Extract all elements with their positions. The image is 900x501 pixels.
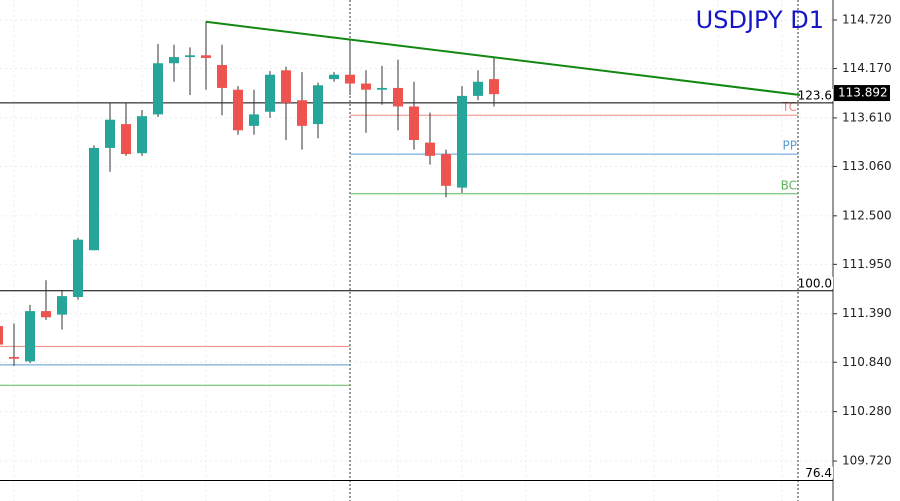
candle-body <box>281 70 291 103</box>
candle-body <box>489 79 499 95</box>
candle-body <box>121 124 131 155</box>
y-tick-label: 112.500 <box>842 208 892 222</box>
fib-label: 123.6 <box>798 88 832 102</box>
candle-body <box>377 87 387 90</box>
candle-body <box>217 65 227 88</box>
plot: 114.720 114.170 113.610 113.060 112.500 111.9… <box>0 13 892 481</box>
candle-body <box>345 74 355 84</box>
candle-body <box>473 81 483 96</box>
fib-label-bg <box>800 276 833 289</box>
candle-body <box>249 114 259 126</box>
current-price-box <box>834 85 890 102</box>
fib-label-bg <box>800 88 833 101</box>
fib-label: 100.0 <box>798 276 832 290</box>
candle-body <box>185 55 195 58</box>
candle-body <box>265 74 275 112</box>
candle-body <box>425 142 435 156</box>
candle-body <box>25 311 35 362</box>
candle-body <box>393 87 403 107</box>
candle-body <box>201 55 211 58</box>
trend-line <box>205 20 801 96</box>
candle-body <box>361 83 371 90</box>
pivot-label: BC <box>781 178 797 192</box>
y-tick-label: 114.170 <box>842 61 892 75</box>
y-tick-label: 111.390 <box>842 306 892 320</box>
y-tick-label: 113.610 <box>842 110 892 124</box>
candle-body <box>313 85 323 125</box>
pivot-label: PP <box>783 139 797 153</box>
pivot-label: TC <box>781 100 797 114</box>
candle-body <box>153 63 163 115</box>
candle-body <box>169 57 179 64</box>
candle-body <box>329 74 339 80</box>
candle-body <box>441 154 451 186</box>
y-tick-label: 109.720 <box>842 454 892 468</box>
chart-title: USDJPY D1 <box>696 6 824 34</box>
candle-body <box>137 116 147 154</box>
candle-body <box>9 356 19 359</box>
candle-body <box>409 106 419 140</box>
candle-body <box>73 239 83 297</box>
y-tick-label: 110.280 <box>842 404 892 418</box>
candle-body <box>457 95 467 188</box>
candle-body <box>41 311 51 318</box>
y-tick-label: 110.840 <box>842 355 892 369</box>
y-tick-label: 111.950 <box>842 257 892 271</box>
y-tick-label: 114.720 <box>842 13 892 27</box>
candle-body <box>89 147 99 251</box>
candle-body <box>105 119 115 148</box>
current-price-label: 113.892 <box>838 86 888 100</box>
fib-label: 76.4 <box>805 466 832 480</box>
candle-body <box>57 296 67 315</box>
candle-body <box>233 89 243 131</box>
fib-label-bg <box>800 466 833 479</box>
candle-body <box>297 100 307 126</box>
candle-body <box>0 326 3 345</box>
y-tick-label: 113.060 <box>842 159 892 173</box>
